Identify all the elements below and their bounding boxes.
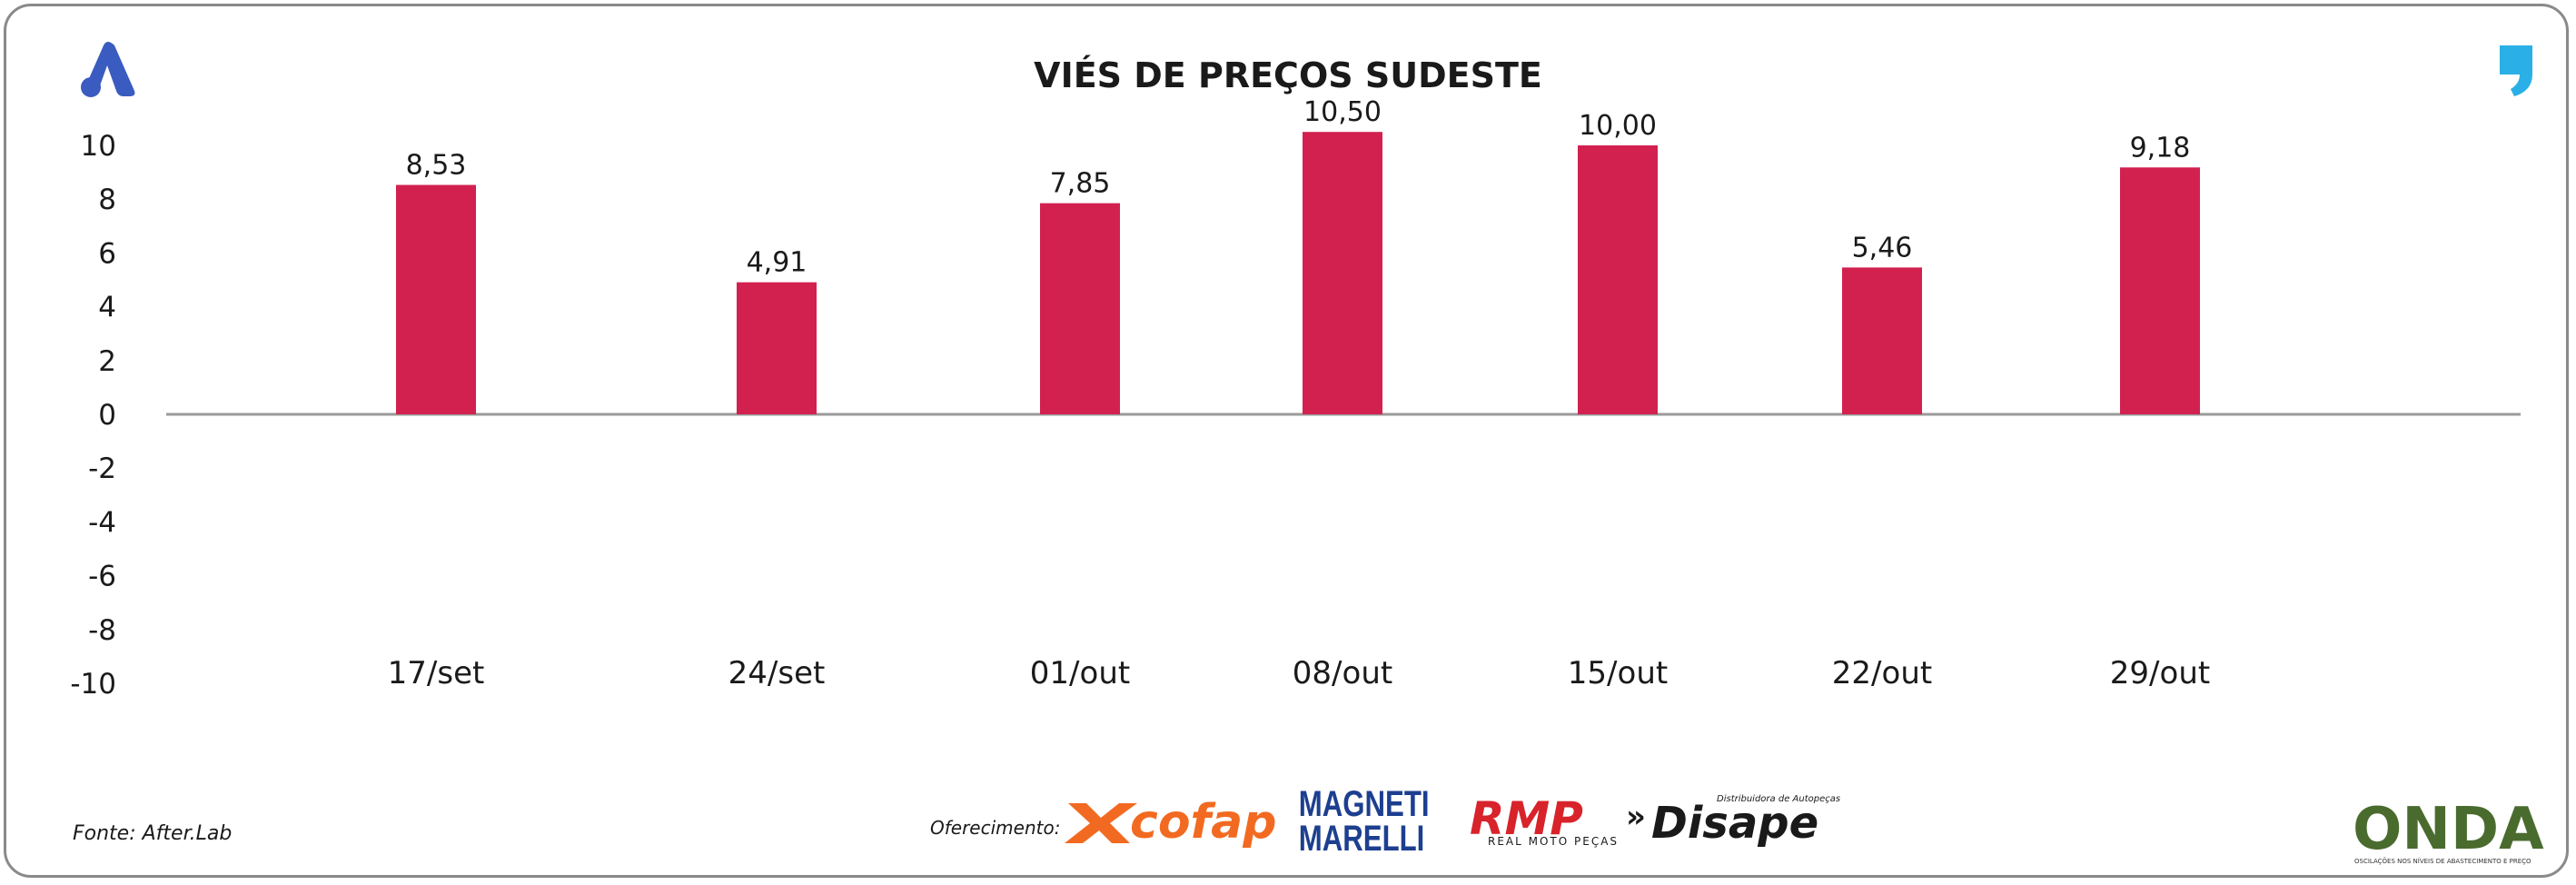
quote-logo-icon — [2500, 45, 2532, 96]
x-category-label: 22/out — [1832, 655, 1932, 691]
y-tick-label: -6 — [88, 561, 116, 593]
svg-text:OSCILAÇÕES NOS NÍVEIS DE ABAST: OSCILAÇÕES NOS NÍVEIS DE ABASTECIMENTO E… — [2354, 857, 2531, 865]
bar-series: 8,53 17/set 4,91 24/set 7,85 01/out 10,50 08/ou… — [388, 96, 2211, 691]
y-tick-label: 8 — [98, 184, 116, 216]
y-tick-label: 0 — [98, 399, 116, 432]
source-note: Fonte: After.Lab — [73, 822, 232, 845]
svg-text:cofap: cofap — [1130, 795, 1276, 850]
bar-01-out — [1040, 203, 1120, 414]
magneti-marelli-logo: MAGNETI MARELLI — [1299, 783, 1430, 859]
chart-title: VIÉS DE PREÇOS SUDESTE — [1034, 55, 1542, 95]
x-category-label: 29/out — [2110, 655, 2210, 691]
disape-logo: » Disape Distribuidora de Autopeças — [1626, 794, 1840, 849]
bar-24-set — [737, 282, 817, 414]
svg-text:RMP: RMP — [1470, 792, 1583, 845]
bar-15-out — [1578, 145, 1658, 414]
chart-card — [4, 4, 2569, 878]
bar-22-out — [1842, 267, 1922, 414]
svg-text:MARELLI: MARELLI — [1299, 818, 1425, 859]
y-tick-label: -10 — [70, 668, 116, 701]
data-label: 7,85 — [1050, 168, 1111, 200]
y-tick-label: 2 — [98, 345, 116, 378]
svg-text:Distribuidora de Autopeças: Distribuidora de Autopeças — [1717, 794, 1840, 804]
x-category-label: 08/out — [1293, 655, 1392, 691]
x-category-label: 17/set — [388, 655, 485, 691]
y-tick-label: -2 — [88, 452, 116, 485]
svg-text:»: » — [1626, 799, 1646, 835]
data-label: 9,18 — [2130, 132, 2191, 164]
y-tick-label: -4 — [88, 506, 116, 539]
rmp-logo: RMP REAL MOTO PEÇAS — [1470, 792, 1619, 848]
data-label: 10,50 — [1303, 96, 1382, 128]
x-category-label: 24/set — [728, 655, 826, 691]
onda-logo: ONDA OSCILAÇÕES NOS NÍVEIS DE ABASTECIME… — [2353, 796, 2544, 865]
data-label: 8,53 — [406, 150, 467, 182]
data-label: 4,91 — [747, 247, 807, 279]
brand-logo-icon — [81, 42, 135, 97]
bar-17-set — [396, 184, 476, 414]
svg-text:MAGNETI: MAGNETI — [1299, 783, 1430, 824]
data-label: 10,00 — [1579, 110, 1657, 142]
svg-text:REAL MOTO PEÇAS: REAL MOTO PEÇAS — [1488, 835, 1619, 848]
x-category-label: 01/out — [1030, 655, 1130, 691]
cofap-logo: cofap — [1065, 795, 1276, 850]
svg-text:ONDA: ONDA — [2353, 796, 2544, 863]
y-tick-label: 6 — [98, 237, 116, 270]
data-label: 5,46 — [1852, 232, 1913, 264]
y-axis-ticks: 10 8 6 4 2 0 -2 -4 -6 -8 -10 — [70, 130, 116, 701]
bar-29-out — [2120, 167, 2200, 414]
y-tick-label: -8 — [88, 614, 116, 647]
sponsor-label: Oferecimento: — [930, 817, 1060, 839]
svg-text:Disape: Disape — [1651, 798, 1818, 849]
y-tick-label: 10 — [81, 130, 116, 163]
bar-08-out — [1303, 132, 1382, 414]
x-category-label: 15/out — [1568, 655, 1668, 691]
y-tick-label: 4 — [98, 292, 116, 324]
